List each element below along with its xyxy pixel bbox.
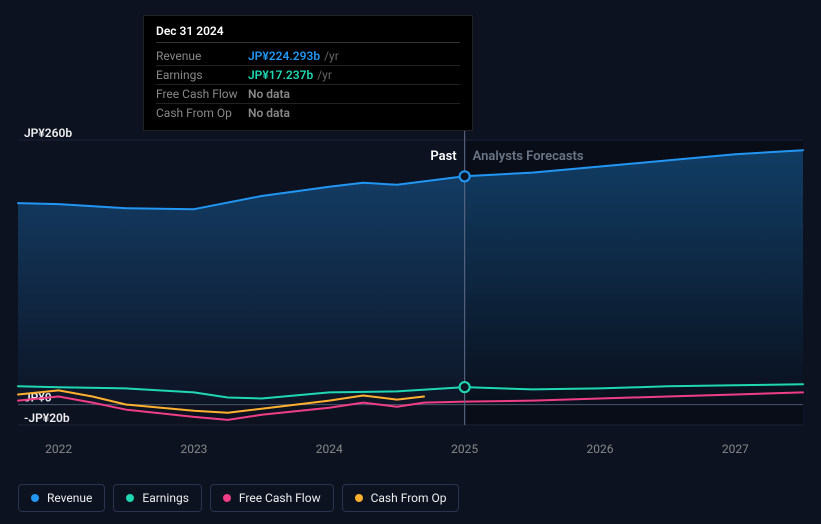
hover-marker-earnings [460,382,470,392]
x-axis-tick: 2024 [316,442,343,456]
legend-label: Earnings [142,491,189,505]
x-axis-tick: 2026 [586,442,613,456]
legend-item-revenue[interactable]: Revenue [18,484,105,512]
y-axis-label: JP¥260b [24,126,72,140]
legend-item-cfo[interactable]: Cash From Op [342,484,460,512]
hover-marker-revenue [460,171,470,181]
tooltip-metric-value: JP¥17.237b/yr [248,68,332,82]
tooltip-metric-label: Free Cash Flow [156,87,248,101]
legend-item-fcf[interactable]: Free Cash Flow [210,484,334,512]
tooltip-metric-value: No data [248,87,290,101]
past-label: Past [430,149,457,164]
financial-chart: JP¥260bJP¥0-JP¥20bPastAnalysts Forecasts… [0,0,821,524]
x-axis-tick: 2027 [722,442,749,456]
tooltip-row: Cash From OpNo data [156,104,460,122]
legend-item-earnings[interactable]: Earnings [113,484,202,512]
legend: Revenue Earnings Free Cash Flow Cash From O… [18,484,459,512]
tooltip-metric-label: Revenue [156,49,248,63]
forecast-label: Analysts Forecasts [473,149,584,164]
legend-dot-icon [355,494,363,502]
legend-dot-icon [31,494,39,502]
hover-tooltip: Dec 31 2024 RevenueJP¥224.293b/yrEarning… [143,15,473,131]
legend-dot-icon [223,494,231,502]
tooltip-metric-value: No data [248,106,290,120]
tooltip-row: RevenueJP¥224.293b/yr [156,47,460,66]
tooltip-row: Free Cash FlowNo data [156,85,460,104]
x-axis-tick: 2025 [451,442,478,456]
x-axis-tick: 2022 [45,442,72,456]
legend-dot-icon [126,494,134,502]
tooltip-metric-value: JP¥224.293b/yr [248,49,339,63]
legend-label: Cash From Op [371,491,447,505]
tooltip-metric-label: Earnings [156,68,248,82]
y-axis-label: -JP¥20b [24,411,70,425]
tooltip-date: Dec 31 2024 [156,24,460,43]
tooltip-metric-label: Cash From Op [156,106,248,120]
x-axis-tick: 2023 [180,442,207,456]
tooltip-row: EarningsJP¥17.237b/yr [156,66,460,85]
legend-label: Free Cash Flow [239,491,321,505]
legend-label: Revenue [47,491,92,505]
